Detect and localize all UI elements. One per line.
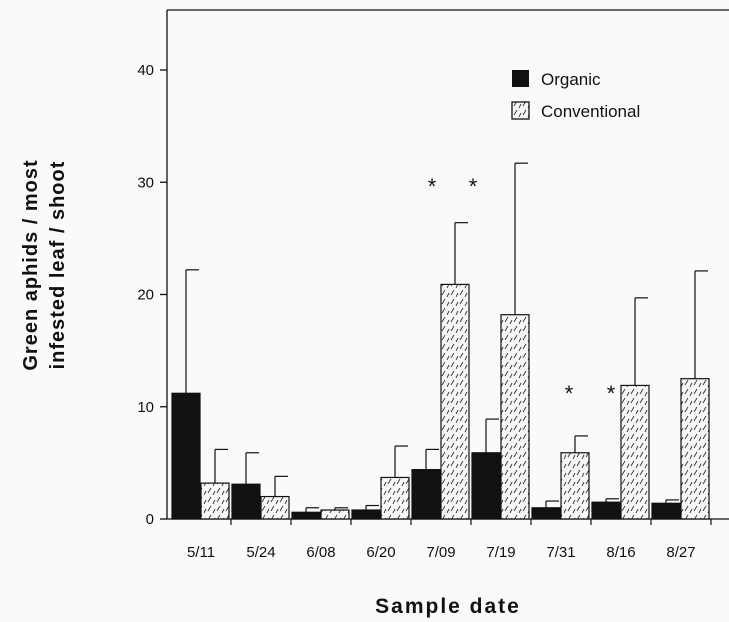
x-tick-label: 7/31 bbox=[546, 544, 575, 561]
x-tick-label: 8/27 bbox=[666, 544, 695, 561]
significance-marker: * bbox=[565, 381, 574, 406]
bar-conventional bbox=[320, 509, 350, 520]
bar-conventional bbox=[380, 476, 410, 520]
y-tick-label: 40 bbox=[137, 62, 154, 79]
x-tick-label: 5/24 bbox=[246, 544, 275, 561]
bar-conventional bbox=[200, 482, 230, 520]
significance-marker: * bbox=[469, 174, 478, 199]
y-tick-label: 20 bbox=[137, 287, 154, 304]
x-tick-label: 8/16 bbox=[606, 544, 635, 561]
y-tick-label: 10 bbox=[137, 399, 154, 416]
x-tick-label: 5/11 bbox=[187, 544, 215, 561]
x-tick-label: 6/08 bbox=[306, 544, 335, 561]
bar-conventional bbox=[680, 378, 710, 520]
bar-organic bbox=[651, 502, 681, 520]
bar-organic bbox=[291, 511, 321, 520]
bar-conventional bbox=[440, 283, 470, 520]
plot-area: 0 10 20 30 40 5/11 5/24 6/08 6/20 7/09 7/19 7/31 8/1… bbox=[137, 9, 729, 561]
y-tick-label: 0 bbox=[146, 511, 154, 528]
significance-marker: * bbox=[428, 174, 437, 199]
x-axis-title: Sample date bbox=[375, 595, 521, 618]
y-tick-label: 30 bbox=[137, 174, 154, 191]
bar-organic bbox=[531, 507, 561, 520]
bar-organic bbox=[591, 501, 621, 520]
bar-conventional bbox=[500, 314, 530, 520]
bar-conventional bbox=[620, 384, 650, 520]
y-axis-title-line2: infested leaf / shoot bbox=[47, 161, 69, 370]
bar-organic bbox=[411, 469, 441, 520]
bar-organic bbox=[471, 452, 501, 520]
y-axis-title-line1: Green aphids / most bbox=[20, 159, 42, 370]
bar-conventional bbox=[560, 452, 590, 520]
bar-conventional bbox=[260, 495, 290, 520]
legend-swatch-organic bbox=[512, 70, 529, 87]
legend: Organic Conventional bbox=[511, 70, 640, 121]
legend-swatch-conventional bbox=[511, 101, 530, 120]
bar-organic bbox=[171, 392, 201, 520]
significance-marker: * bbox=[607, 381, 616, 406]
bar-organic bbox=[351, 509, 381, 520]
x-tick-label: 7/09 bbox=[426, 544, 455, 561]
legend-label-organic: Organic bbox=[541, 70, 601, 89]
bar-organic bbox=[231, 483, 261, 520]
legend-label-conventional: Conventional bbox=[541, 102, 640, 121]
x-tick-label: 6/20 bbox=[366, 544, 395, 561]
x-tick-label: 7/19 bbox=[486, 544, 515, 561]
